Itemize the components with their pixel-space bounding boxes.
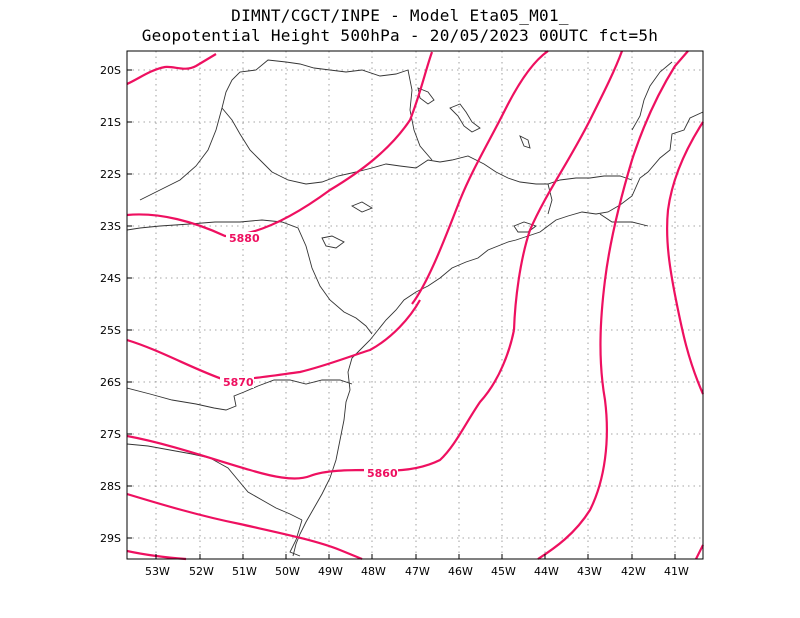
contour-label-bg (220, 376, 254, 388)
x-tick-label: 41W (664, 565, 689, 578)
contour-label-bg (364, 467, 398, 479)
y-tick-label: 29S (100, 532, 121, 545)
y-tick-label: 21S (100, 116, 121, 129)
contour-label-5880: 5880 (229, 232, 260, 245)
x-tick-label: 45W (491, 565, 516, 578)
grid-lines (127, 51, 703, 559)
y-tick-label: 25S (100, 324, 121, 337)
contour-line (512, 50, 624, 331)
map-frame (126, 50, 704, 560)
contour-line (126, 53, 217, 85)
x-tick-label: 53W (145, 565, 170, 578)
map-title-line-2: Geopotential Height 500hPa - 20/05/2023 … (141, 26, 659, 45)
y-tick-label: 23S (100, 220, 121, 233)
y-tick-label: 26S (100, 376, 121, 389)
contour-label-bg (226, 232, 260, 244)
map-title-line-1: DIMNT/CGCT/INPE - Model Eta05_M01_ (231, 6, 569, 25)
contour-5870-line (126, 299, 421, 382)
contour-5880-line (126, 51, 434, 238)
y-tick-label: 20S (100, 64, 121, 77)
x-tick-label: 50W (275, 565, 300, 578)
contour-5860-line (126, 329, 516, 480)
y-tick-label: 22S (100, 168, 121, 181)
y-tick-label: 27S (100, 428, 121, 441)
x-tick-label: 47W (405, 565, 430, 578)
contour-label-5860: 5860 (367, 467, 398, 480)
x-tick-label: 52W (189, 565, 214, 578)
y-tick-label: 28S (100, 480, 121, 493)
x-tick-label: 48W (361, 565, 386, 578)
x-tick-label: 51W (232, 565, 257, 578)
contour-line (666, 121, 705, 395)
contour-line (411, 50, 549, 305)
y-tick-marks (127, 69, 132, 539)
x-tick-label: 44W (534, 565, 559, 578)
x-tick-label: 43W (577, 565, 602, 578)
y-tick-label: 24S (100, 272, 121, 285)
contour-label-5870: 5870 (223, 376, 254, 389)
contour-line (695, 544, 704, 560)
contour-line (126, 492, 363, 561)
contour-line (537, 50, 689, 560)
x-tick-label: 46W (448, 565, 473, 578)
x-tick-label: 49W (318, 565, 343, 578)
x-tick-marks (155, 554, 676, 559)
geopotential-contours (126, 50, 705, 561)
x-tick-label: 42W (621, 565, 646, 578)
